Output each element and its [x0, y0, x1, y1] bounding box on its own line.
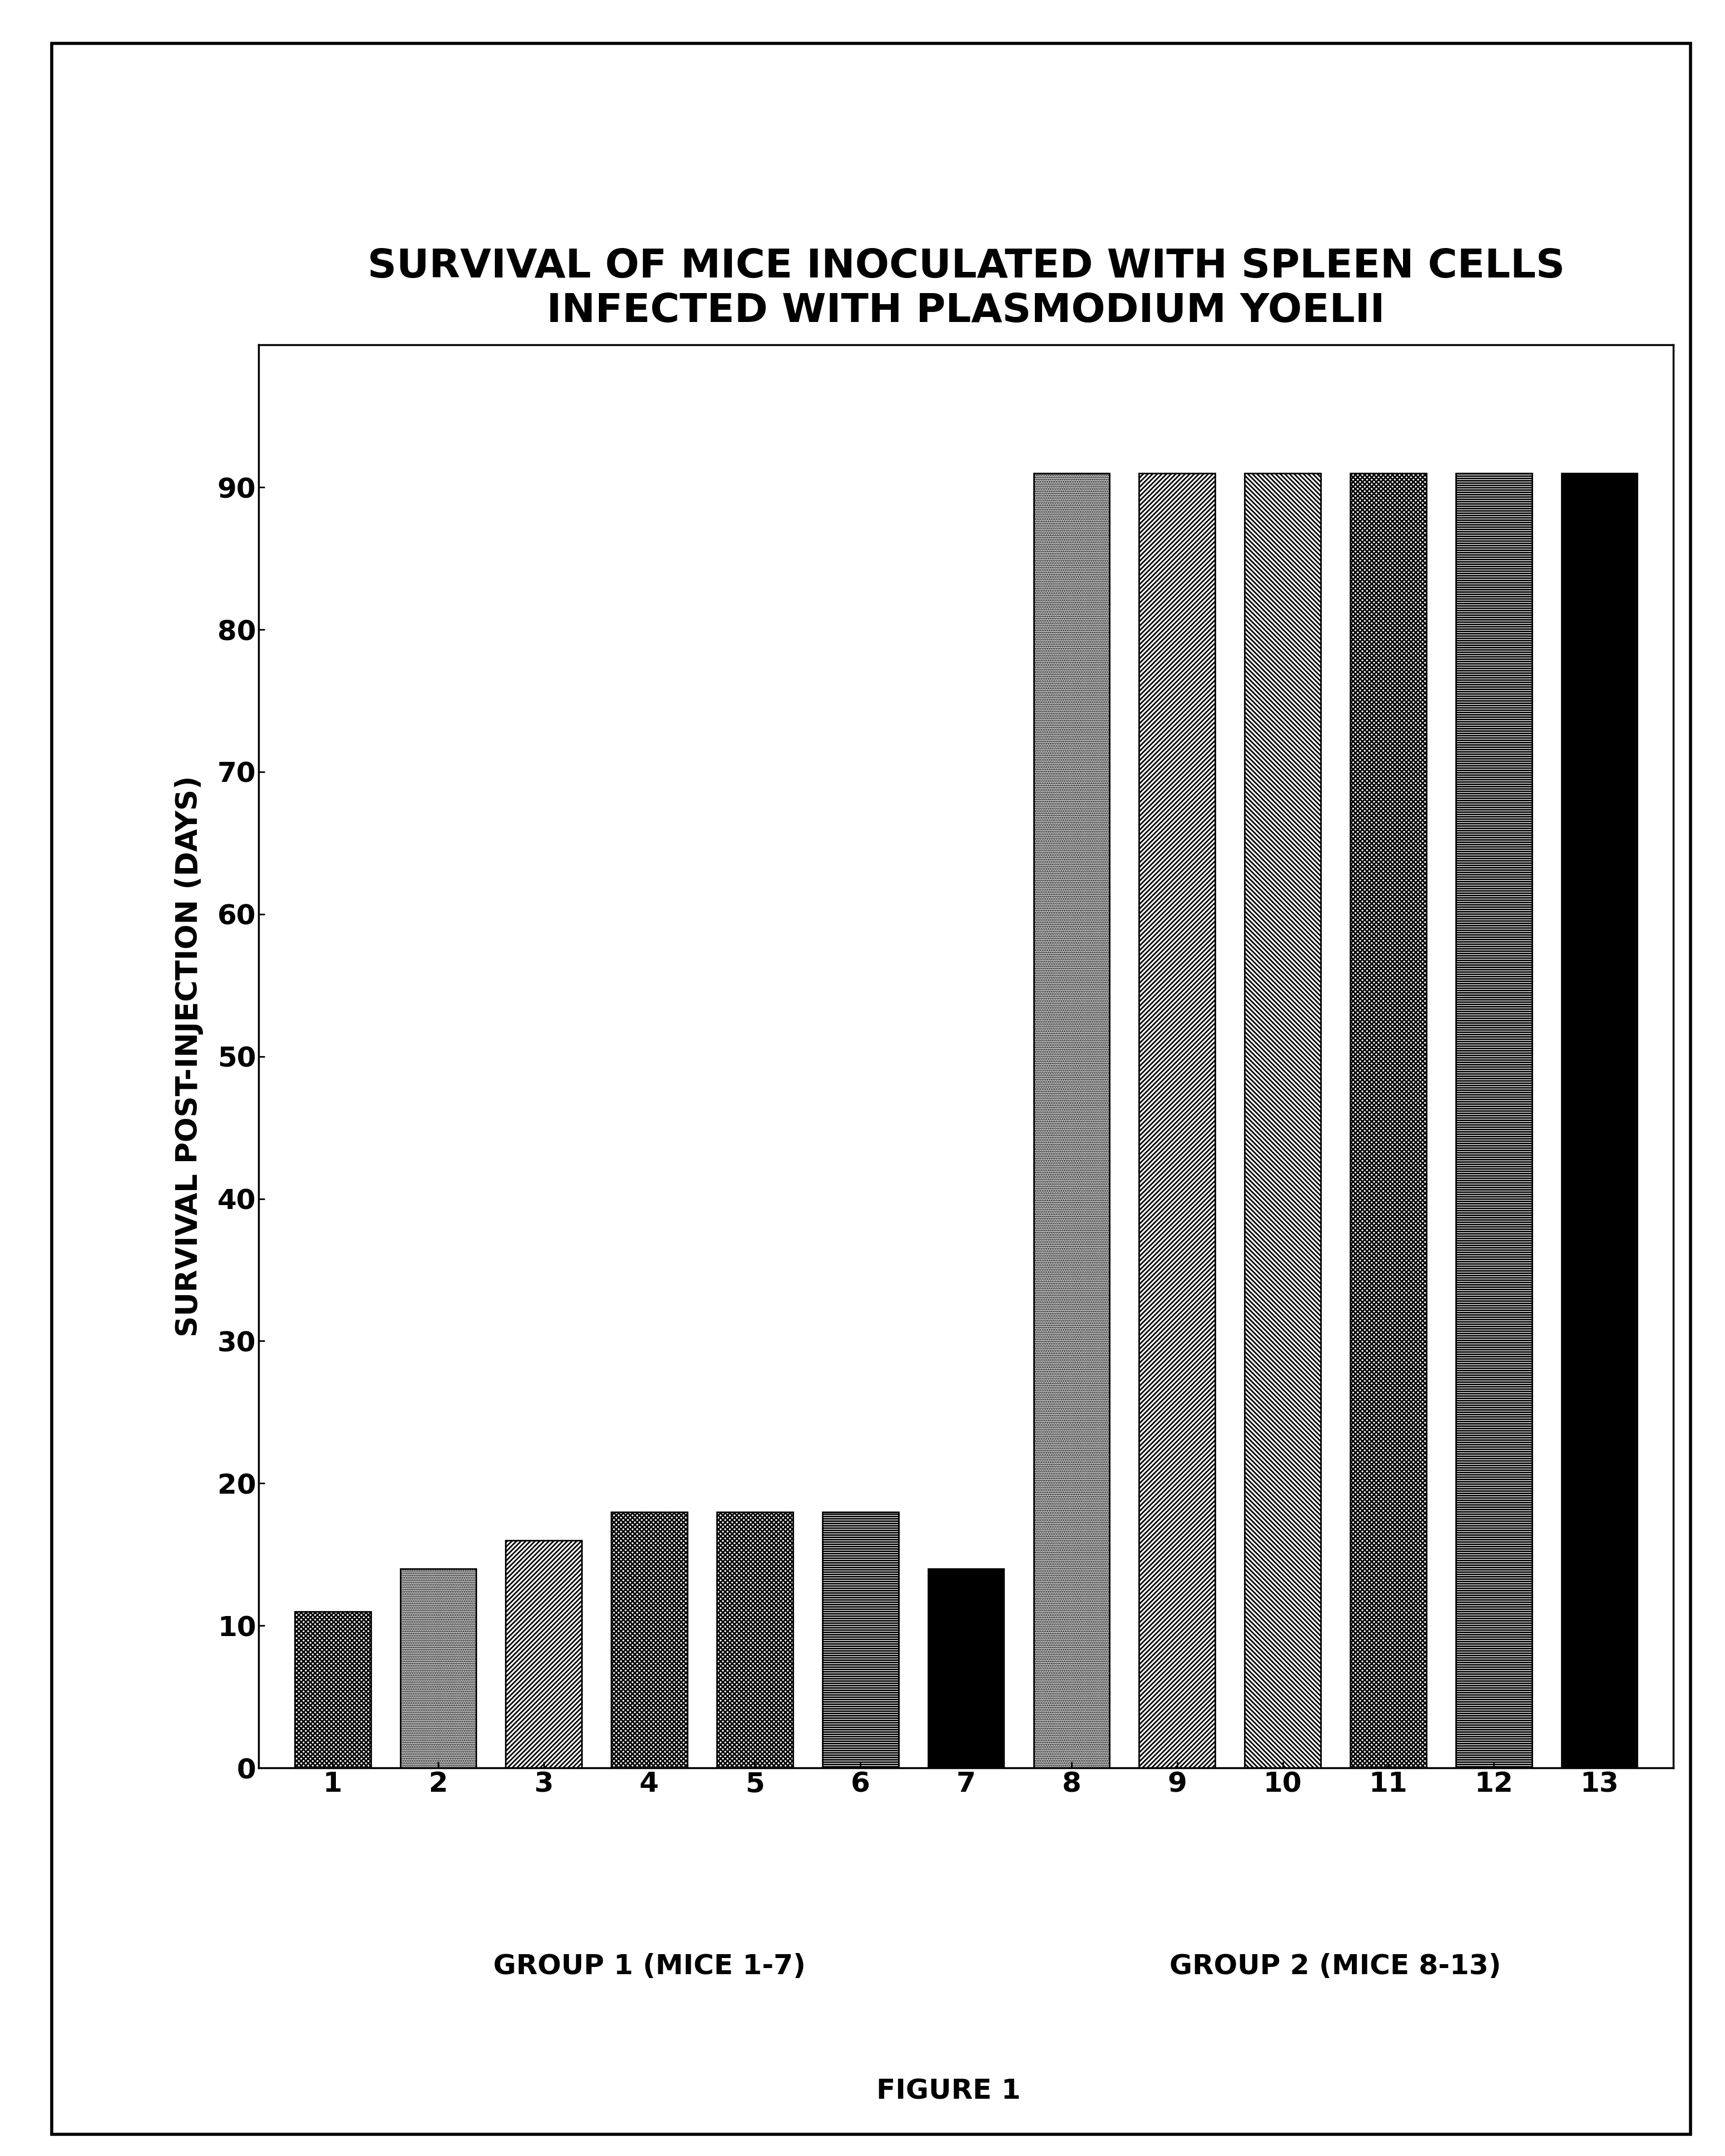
Bar: [1139, 472, 1214, 1768]
Text: GROUP 2 (MICE 8-13): GROUP 2 (MICE 8-13): [1170, 1953, 1501, 1979]
Bar: [400, 1570, 476, 1768]
Text: FIGURE 1: FIGURE 1: [876, 2078, 1021, 2104]
Bar: [1033, 472, 1109, 1768]
Text: GROUP 1 (MICE 1-7): GROUP 1 (MICE 1-7): [493, 1953, 806, 1979]
Bar: [611, 1511, 687, 1768]
Bar: [1245, 472, 1321, 1768]
Bar: [505, 1539, 581, 1768]
Bar: [1456, 472, 1532, 1768]
Title: SURVIVAL OF MICE INOCULATED WITH SPLEEN CELLS
INFECTED WITH PLASMODIUM YOELII: SURVIVAL OF MICE INOCULATED WITH SPLEEN …: [367, 248, 1565, 330]
Bar: [823, 1511, 899, 1768]
Bar: [928, 1570, 1004, 1768]
Bar: [1351, 472, 1427, 1768]
Bar: [1561, 472, 1637, 1768]
Bar: [295, 1611, 371, 1768]
Bar: [718, 1511, 794, 1768]
Y-axis label: SURVIVAL POST-INJECTION (DAYS): SURVIVAL POST-INJECTION (DAYS): [174, 776, 204, 1337]
